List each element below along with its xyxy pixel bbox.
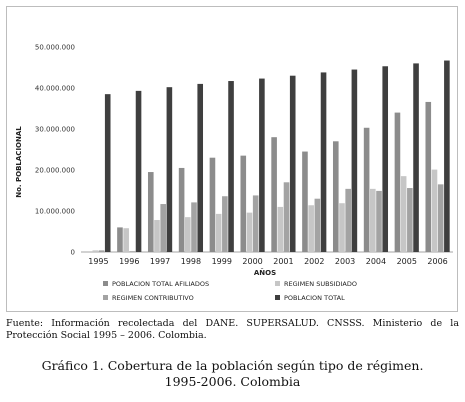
bar-regimen-contributivo-2005 (407, 188, 413, 252)
bar-poblacion-total-2004 (382, 66, 389, 252)
y-tick-label: 30.000.000 (35, 126, 75, 134)
x-tick-label: 1995 (88, 257, 108, 266)
legend-swatch (103, 295, 108, 300)
x-tick-label: 2003 (335, 257, 355, 266)
bar-poblacion-total-2002 (320, 72, 327, 252)
legend-swatch (103, 281, 108, 286)
bar-regimen-contributivo-2002 (314, 198, 321, 252)
chart-container: 0 10.000.000 20.000.000 30.000.000 40.000.00… (6, 6, 458, 312)
bar-poblacion-total-2000 (259, 78, 265, 252)
bar-poblacion-total-afiliados-2005 (394, 112, 401, 252)
bar-poblacion-total-afiliados-1998 (178, 167, 185, 252)
bar-poblacion-total-afiliados-1996 (117, 227, 123, 252)
bar-regimen-subsidiado-2001 (277, 206, 284, 252)
x-tick-label: 2000 (242, 257, 262, 266)
bar-regimen-subsidiado-1995 (92, 250, 99, 252)
bar-regimen-subsidiado-1999 (215, 213, 222, 252)
bar-regimen-subsidiado-2002 (308, 205, 314, 252)
bar-poblacion-total-2005 (413, 63, 419, 253)
source-label: Fuente: (6, 318, 44, 329)
y-axis-label: No. POBLACIONAL (15, 126, 23, 198)
legend-label: REGIMEN CONTRIBUTIVO (112, 294, 194, 302)
y-tick-label: 10.000.000 (35, 208, 75, 216)
bar-poblacion-total-afiliados-1999 (209, 157, 216, 252)
bar-regimen-contributivo-1997 (160, 204, 166, 252)
bar-poblacion-total-1999 (228, 81, 234, 252)
bar-poblacion-total-1996 (135, 90, 142, 253)
bar-regimen-contributivo-2006 (437, 184, 444, 252)
x-tick-label: 2004 (366, 257, 386, 266)
source-note: Fuente: Información recolectada del DANE… (6, 318, 459, 342)
bar-poblacion-total-1998 (197, 83, 204, 253)
bar-poblacion-total-2003 (351, 69, 358, 252)
bar-regimen-subsidiado-2004 (370, 188, 376, 252)
bar-regimen-subsidiado-1997 (154, 220, 160, 252)
bar-regimen-contributivo-1998 (191, 202, 197, 252)
bar-regimen-contributivo-1996 (129, 251, 136, 252)
caption-line-1: Gráfico 1. Cobertura de la población seg… (41, 358, 424, 373)
bar-poblacion-total-afiliados-2003 (332, 141, 339, 252)
y-tick-label: 0 (71, 249, 75, 257)
bar-chart: 0 10.000.000 20.000.000 30.000.000 40.000.00… (15, 44, 453, 302)
x-tick-label: 1998 (181, 257, 201, 266)
bar-poblacion-total-2001 (289, 75, 296, 252)
y-tick-label: 40.000.000 (35, 85, 75, 93)
bar-poblacion-total-afiliados-2001 (271, 137, 277, 252)
bar-poblacion-total-1995 (104, 94, 111, 253)
bar-regimen-contributivo-2000 (252, 195, 259, 252)
bar-regimen-subsidiado-2000 (246, 212, 253, 252)
x-axis-label: AÑOS (254, 268, 276, 277)
figure-caption: Gráfico 1. Cobertura de la población seg… (6, 358, 459, 390)
x-tick-label: 2002 (304, 257, 324, 266)
bar-poblacion-total-afiliados-2004 (363, 127, 370, 252)
legend-label: POBLACION TOTAL AFILIADOS (112, 280, 209, 288)
bar-regimen-subsidiado-1998 (185, 217, 191, 252)
y-tick-label: 20.000.000 (35, 167, 75, 175)
bar-regimen-contributivo-1995 (98, 250, 105, 252)
bar-regimen-contributivo-2001 (283, 182, 290, 252)
bar-regimen-subsidiado-1996 (123, 228, 129, 252)
y-axis-ticks: 0 10.000.000 20.000.000 30.000.000 40.000.00… (35, 44, 75, 257)
x-tick-label: 1999 (212, 257, 232, 266)
legend-label: REGIMEN SUBSIDIADO (284, 280, 357, 288)
bar-poblacion-total-1997 (166, 87, 173, 253)
bars-group (92, 60, 450, 253)
bar-poblacion-total-afiliados-2002 (302, 151, 308, 252)
y-tick-label: 50.000.000 (35, 44, 75, 52)
bar-regimen-contributivo-2004 (376, 190, 382, 252)
x-tick-label: 1996 (119, 257, 139, 266)
bar-poblacion-total-afiliados-2006 (425, 101, 432, 252)
bar-poblacion-total-afiliados-2000 (240, 155, 247, 252)
bar-poblacion-total-afiliados-1997 (147, 172, 154, 252)
legend-swatch (275, 295, 280, 300)
bar-regimen-contributivo-2003 (345, 188, 351, 252)
bar-regimen-contributivo-1999 (222, 196, 228, 252)
bar-regimen-subsidiado-2005 (400, 176, 407, 252)
legend-swatch (275, 281, 280, 286)
x-tick-label: 1997 (150, 257, 170, 266)
source-text: Información recolectada del DANE. SUPERS… (6, 318, 459, 341)
legend-label: POBLACION TOTAL (284, 294, 345, 302)
legend: POBLACION TOTAL AFILIADOS REGIMEN SUBSIDI… (103, 280, 357, 302)
bar-poblacion-total-2006 (444, 60, 450, 252)
caption-line-2: 1995-2006. Colombia (164, 374, 301, 389)
x-tick-label: 2001 (273, 257, 293, 266)
bar-regimen-subsidiado-2006 (431, 169, 438, 252)
x-tick-label: 2006 (427, 257, 447, 266)
x-axis-categories: 1995 1996 1997 1998 1999 2000 2001 2002 2003 2004… (88, 257, 448, 266)
x-tick-label: 2005 (397, 257, 417, 266)
bar-regimen-subsidiado-2003 (339, 203, 345, 252)
